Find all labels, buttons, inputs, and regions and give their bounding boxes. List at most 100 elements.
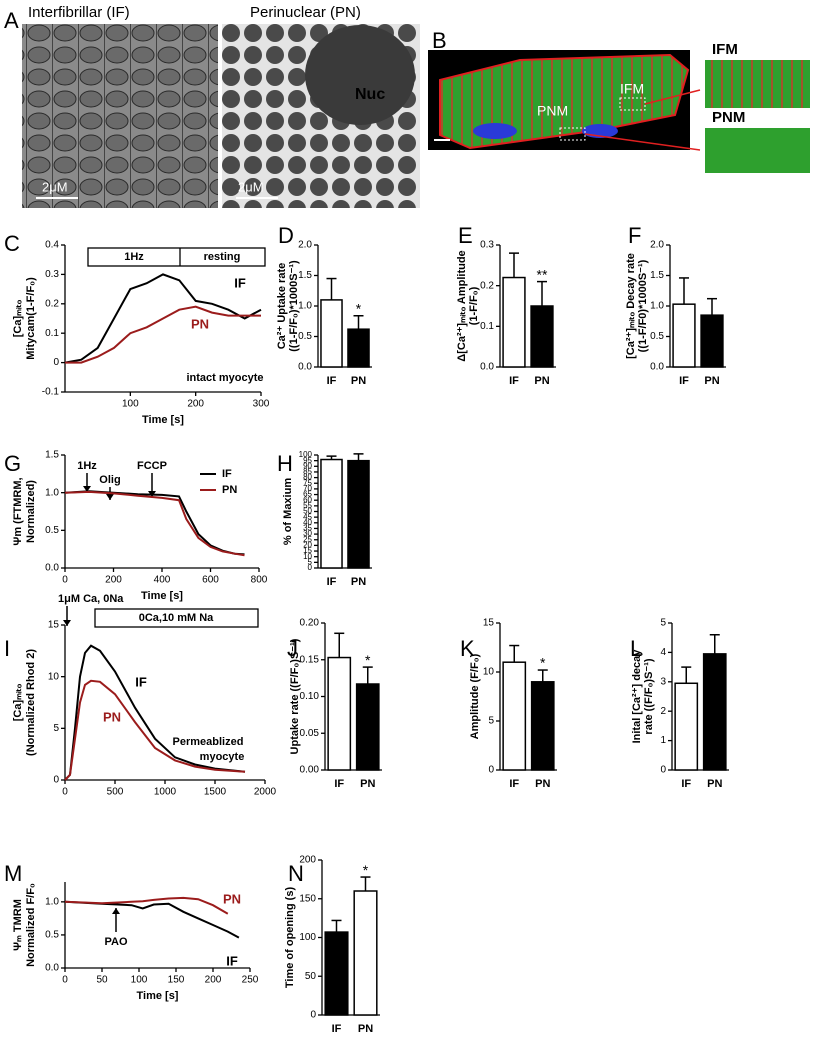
y-tick-label: 0.3 xyxy=(45,269,59,280)
x-tick-label: 1500 xyxy=(204,787,227,798)
y-tick-label: 2.0 xyxy=(298,240,312,251)
image-title: Interfibrillar (IF) xyxy=(28,4,130,21)
y-tick-label: 30 xyxy=(303,529,312,538)
series-line xyxy=(64,490,245,556)
inset-image xyxy=(705,60,810,108)
y-tick-label: 0.5 xyxy=(298,331,312,342)
bar xyxy=(700,314,724,368)
y-tick-label: 0.5 xyxy=(45,930,59,941)
y-tick-label: 0.1 xyxy=(45,328,59,339)
bar xyxy=(530,681,555,771)
x-tick-label: IF xyxy=(509,375,519,387)
y-axis-label: (Normalized Rhod 2) xyxy=(25,649,37,756)
annotation: 1Hz xyxy=(77,460,97,472)
annotation: PAO xyxy=(104,936,127,948)
y-tick-label: 10 xyxy=(483,667,495,678)
series-label: IF xyxy=(234,275,246,290)
y-tick-label: 2.0 xyxy=(650,240,664,251)
y-tick-label: 70 xyxy=(303,484,312,493)
x-tick-label: PN xyxy=(534,375,549,387)
x-tick-label: IF xyxy=(681,778,691,790)
arrow-head xyxy=(63,620,71,626)
y-tick-label: 5 xyxy=(488,716,494,727)
arrow-head xyxy=(112,908,120,914)
panel-letter: L xyxy=(630,636,642,661)
bar xyxy=(502,276,526,368)
y-tick-label: 25 xyxy=(303,535,312,544)
series-label: PN xyxy=(191,316,209,331)
x-tick-label: 0 xyxy=(62,787,68,798)
x-tick-label: IF xyxy=(679,375,689,387)
annotation: myocyte xyxy=(200,751,245,763)
y-axis-label: ((1-F/F0)*1000S⁻¹) xyxy=(637,259,649,352)
inset-label: PNM xyxy=(712,109,745,126)
y-tick-label: 60 xyxy=(303,495,312,504)
y-tick-label: 0 xyxy=(488,765,494,776)
y-tick-label: 40 xyxy=(303,518,312,527)
y-tick-label: 0.15 xyxy=(300,654,320,665)
y-axis-label: Ψm (FTMRM, xyxy=(12,477,24,545)
significance: * xyxy=(365,652,371,668)
panel-a: A Interfibrillar (IF) Perinuclear (PN) N… xyxy=(4,4,420,208)
y-tick-label: 0 xyxy=(53,357,59,368)
y-tick-label: 95 xyxy=(303,456,312,465)
x-tick-label: 50 xyxy=(96,975,108,986)
y-tick-label: 35 xyxy=(303,524,312,533)
y-tick-label: 65 xyxy=(303,490,312,499)
panel-letter: C xyxy=(4,231,20,256)
y-tick-label: 4 xyxy=(660,647,666,658)
x-tick-label: IF xyxy=(334,778,344,790)
panel-letter: I xyxy=(4,636,10,661)
x-axis-label: Time [s] xyxy=(137,990,179,1002)
y-tick-label: 15 xyxy=(48,620,60,631)
nucleus xyxy=(473,123,517,139)
series-line xyxy=(64,273,262,364)
y-tick-label: 0.0 xyxy=(480,362,494,373)
series-label: IF xyxy=(135,674,147,689)
x-tick-label: IF xyxy=(509,778,519,790)
bar xyxy=(702,653,727,771)
y-tick-label: 1.0 xyxy=(650,301,664,312)
x-tick-label: 800 xyxy=(251,575,268,586)
panel-b: B IFM PNM IFM PNM xyxy=(428,28,810,173)
y-tick-label: 0.2 xyxy=(45,298,59,309)
y-tick-label: 15 xyxy=(483,618,495,629)
x-tick-label: 250 xyxy=(242,975,259,986)
image-title: Perinuclear (PN) xyxy=(250,4,361,21)
panel-letter: F xyxy=(628,223,641,248)
annotation: Permeablized xyxy=(173,736,244,748)
x-tick-label: PN xyxy=(358,1023,373,1035)
x-tick-label: 100 xyxy=(131,975,148,986)
x-tick-label: 100 xyxy=(122,399,139,410)
annotation: 1μM Ca, 0Na xyxy=(58,593,124,605)
panel-letter: B xyxy=(432,28,447,53)
y-tick-label: 1.5 xyxy=(45,450,59,461)
y-axis-label: Ψₘ TMRM xyxy=(12,899,24,951)
y-axis-label: Mitycam(1-F/F₀) xyxy=(25,277,37,360)
inset-label: IFM xyxy=(712,41,738,58)
panel-letter: N xyxy=(288,861,304,886)
y-tick-label: 0 xyxy=(308,563,313,572)
x-tick-label: 400 xyxy=(154,575,171,586)
y-tick-label: 0.00 xyxy=(300,765,320,776)
bar xyxy=(320,299,343,368)
y-tick-label: 0.2 xyxy=(480,280,494,291)
inset-image xyxy=(705,128,810,173)
em-image xyxy=(22,24,218,208)
x-tick-label: PN xyxy=(704,375,719,387)
annotation: 0Ca,10 mM Na xyxy=(139,612,214,624)
y-tick-label: 0.0 xyxy=(45,963,59,974)
annotation: intact myocyte xyxy=(186,372,263,384)
y-tick-label: 150 xyxy=(299,893,316,904)
arrow-head xyxy=(83,486,91,492)
bar xyxy=(355,683,380,771)
y-tick-label: 5 xyxy=(53,723,59,734)
pointer xyxy=(584,133,701,151)
y-tick-label: 3 xyxy=(660,676,666,687)
x-tick-label: PN xyxy=(351,576,366,588)
y-tick-label: 100 xyxy=(299,932,316,943)
x-tick-label: PN xyxy=(535,778,550,790)
y-tick-label: 0.0 xyxy=(45,563,59,574)
y-tick-label: 0 xyxy=(660,765,666,776)
roi xyxy=(559,127,586,141)
